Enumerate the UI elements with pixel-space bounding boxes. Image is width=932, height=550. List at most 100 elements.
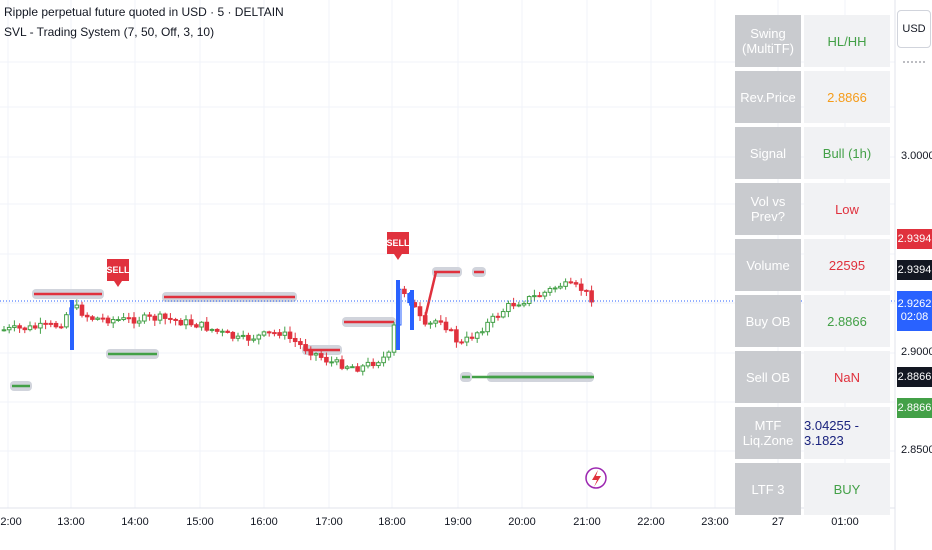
info-row-value: 2.8866: [804, 71, 890, 123]
candle-body: [474, 332, 480, 339]
candle-body: [147, 314, 152, 317]
price-tag-buy-ob: 2.8866: [897, 398, 932, 418]
candle-body: [344, 366, 350, 369]
currency-button[interactable]: USD: [897, 10, 931, 48]
candle-body: [438, 320, 444, 323]
price-tag-close: 2.9394: [897, 260, 932, 280]
info-row-label: LTF 3: [735, 463, 801, 515]
candle-body: [90, 316, 95, 320]
info-row: Volume 22595: [735, 239, 890, 291]
candle-body: [329, 361, 334, 364]
candle-body: [350, 366, 355, 369]
candle-body: [100, 317, 106, 320]
candle-body: [563, 281, 568, 287]
candle-body: [324, 356, 329, 363]
candle-body: [209, 328, 215, 331]
candle-body: [464, 336, 470, 343]
candle-body: [428, 322, 433, 325]
candle-body: [173, 318, 178, 321]
info-row-label: Vol vs Prev?: [735, 183, 801, 235]
candle-body: [500, 311, 506, 318]
candle-body: [402, 288, 407, 295]
info-row-label: Buy OB: [735, 295, 801, 347]
candle-body: [194, 324, 199, 328]
candle-body: [38, 322, 43, 329]
candle-body: [537, 295, 542, 298]
info-row: Swing (MultiTF) HL/HH: [735, 15, 890, 67]
candle-body: [214, 328, 220, 332]
price-tag-high: 2.9394: [897, 229, 932, 249]
candle-body: [121, 317, 126, 320]
candle-body: [568, 281, 574, 284]
candle-body: [126, 317, 132, 320]
time-axis-label: 18:00: [378, 516, 406, 528]
candle-body: [448, 329, 454, 332]
info-row-value: 3.04255 - 3.1823: [804, 407, 890, 459]
sell-signal-label: SELL: [107, 259, 130, 281]
candle-body: [282, 331, 288, 336]
candle-body: [485, 321, 490, 333]
price-tag-ob: 2.8866: [897, 367, 932, 387]
candle-body: [235, 335, 241, 339]
info-row-value: 2.8866: [804, 295, 890, 347]
info-row: Sell OB NaN: [735, 351, 890, 403]
candle-body: [422, 315, 428, 325]
info-row: Vol vs Prev? Low: [735, 183, 890, 235]
info-row-value: Low: [804, 183, 890, 235]
candle-body: [516, 304, 522, 307]
sell-signal-label: SELL: [387, 232, 410, 254]
candle-body: [188, 319, 194, 326]
candle-body: [521, 302, 527, 306]
candle-body: [95, 317, 100, 320]
symbol-title[interactable]: Ripple perpetual future quoted in USD · …: [4, 5, 284, 19]
info-row-label: Sell OB: [735, 351, 801, 403]
candle-body: [454, 329, 459, 343]
candle-body: [220, 330, 225, 333]
candle-body: [266, 331, 272, 334]
candle-body: [355, 366, 360, 372]
zone-line: [422, 271, 438, 323]
candle-body: [131, 317, 137, 324]
sell-signal-pointer: [114, 281, 122, 287]
info-table: Swing (MultiTF) HL/HH Rev.Price 2.8866 Signa…: [735, 15, 890, 515]
candle-body: [43, 322, 48, 325]
lightning-icon[interactable]: [585, 467, 607, 489]
candle-body: [542, 291, 548, 297]
time-axis-label: 19:00: [444, 516, 472, 528]
time-axis-label: 16:00: [250, 516, 278, 528]
time-axis-label: 27: [771, 516, 785, 528]
candle-body: [240, 334, 246, 337]
info-row-label: Rev.Price: [735, 71, 801, 123]
candle-body: [287, 331, 293, 339]
candle-body: [261, 331, 267, 336]
candle-body: [308, 349, 314, 356]
candle-body: [443, 321, 449, 331]
candle-body: [339, 359, 345, 369]
candle-body: [58, 326, 64, 329]
candle-body: [386, 351, 392, 358]
info-row: Buy OB 2.8866: [735, 295, 890, 347]
candle-body: [251, 338, 256, 341]
candle-body: [511, 302, 516, 307]
candle-body: [584, 289, 589, 292]
bar-countdown: 02:08: [900, 311, 929, 323]
info-row-label: Swing (MultiTF): [735, 15, 801, 67]
candle-body: [64, 314, 69, 328]
info-row-value: NaN: [804, 351, 890, 403]
candle-body: [74, 304, 80, 309]
candle-body: [183, 319, 189, 326]
candle-body: [142, 314, 147, 322]
candle-body: [22, 327, 28, 331]
candle-body: [27, 325, 33, 331]
candle-body: [303, 344, 308, 351]
candle-body: [552, 287, 558, 290]
candle-body: [168, 317, 173, 320]
candle-body: [70, 300, 74, 350]
sell-signal-pointer: [394, 254, 402, 260]
candle-body: [495, 315, 501, 318]
candle-body: [157, 313, 163, 321]
indicator-legend[interactable]: SVL - Trading System (7, 50, Off, 3, 10): [4, 25, 215, 39]
candle-body: [578, 283, 584, 291]
candle-body: [433, 320, 438, 324]
time-axis-label: 01:00: [831, 516, 859, 528]
